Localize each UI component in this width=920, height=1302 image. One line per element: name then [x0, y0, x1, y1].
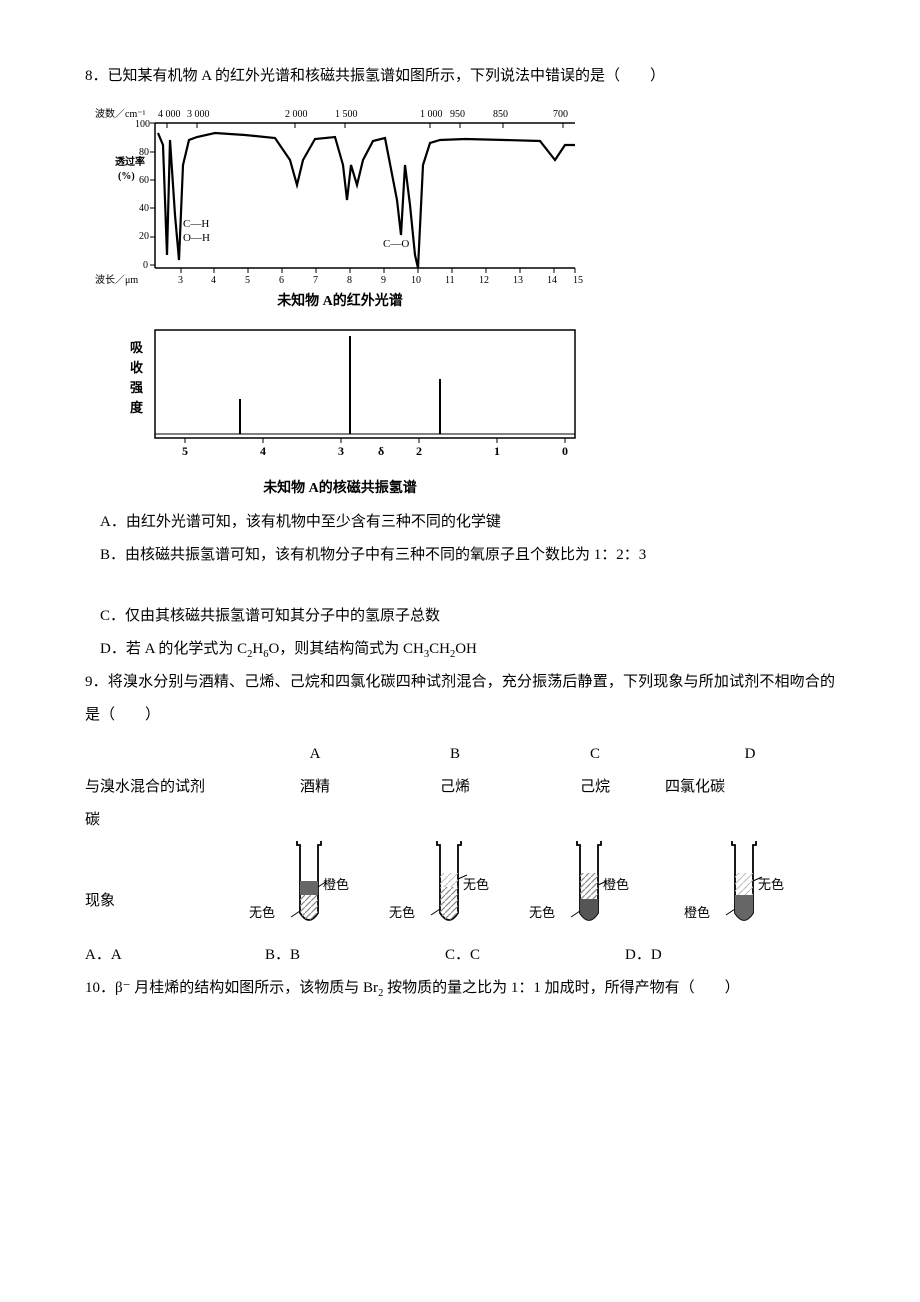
q8-option-b: B．由核磁共振氢谱可知，该有机物分子中有三种不同的氧原子且个数比为 1：2：3 — [100, 539, 835, 572]
tube-a-left-label: 无色 — [249, 899, 275, 928]
ir-bot-tick: 13 — [513, 275, 523, 286]
q10-prompt: 10．β⁻ 月桂烯的结构如图所示，该物质与 Br2 按物质的量之比为 1：1 加… — [85, 972, 835, 1005]
q10-post: 按物质的量之比为 1：1 加成时，所得产物有（ ） — [383, 980, 739, 996]
ir-bot-tick: 12 — [479, 275, 489, 286]
q8-option-d: D．若 A 的化学式为 C2H6O，则其结构简式为 CH3CH2OH — [100, 633, 835, 666]
nmr-x-label: δ — [378, 444, 384, 457]
ir-bot-tick: 9 — [381, 275, 386, 286]
nmr-y0: 吸 — [130, 340, 144, 355]
test-tube-b: 无色 无色 — [395, 841, 515, 931]
q8-figures: 波数／cm⁻¹ 4 000 3 000 2 000 1 500 1 000 95… — [85, 105, 835, 498]
q9-reagent-a: 酒精 — [245, 771, 385, 804]
q9-reagent-row: 与溴水混合的试剂酒精己烯己烷四氯化碳 — [85, 771, 835, 804]
q8d-mid: O，则其结构简式为 CH — [268, 641, 423, 657]
tube-b-right-label: 无色 — [463, 871, 489, 900]
ir-bond-oh: O—H — [183, 232, 210, 244]
ir-bottom-axis-label: 波长／μm — [95, 273, 138, 286]
ir-top-tick: 4 000 — [158, 109, 181, 120]
tube-b-left-label: 无色 — [389, 899, 415, 928]
q10-pre: 10．β⁻ 月桂烯的结构如图所示，该物质与 Br — [85, 980, 378, 996]
test-tube-d: 无色 橙色 — [690, 841, 810, 931]
q9-header-a: A — [245, 738, 385, 771]
tube-d-left-label: 橙色 — [684, 899, 710, 928]
test-tube-a: 橙色 无色 — [255, 841, 375, 931]
ir-top-tick: 1 500 — [335, 109, 358, 120]
nmr-x-tick: 5 — [182, 444, 188, 457]
q9-option-d: D．D — [625, 939, 805, 972]
nmr-y1: 收 — [130, 360, 144, 375]
q8-option-c: C．仅由其核磁共振氢谱可知其分子中的氢原子总数 — [100, 600, 835, 633]
ir-bot-tick: 14 — [547, 275, 557, 286]
q9-header-row: A B C D — [85, 738, 835, 771]
ir-bond-co: C—O — [383, 238, 409, 250]
ir-bot-tick: 4 — [211, 275, 216, 286]
q9-phenomena-row: 现象 橙色 无色 — [85, 841, 835, 931]
q9-prompt: 9．将溴水分别与酒精、己烯、己烷和四氯化碳四种试剂混合，充分振荡后静置，下列现象… — [85, 666, 835, 732]
tube-a-right-label: 橙色 — [323, 871, 349, 900]
q9-phenom-label: 现象 — [85, 855, 245, 918]
ir-bot-tick: 6 — [279, 275, 284, 286]
ir-bot-tick: 10 — [411, 275, 421, 286]
nmr-y3: 度 — [130, 400, 144, 415]
q9-reagent-wrap: 碳 — [85, 804, 835, 837]
nmr-x-tick: 0 — [562, 444, 568, 457]
ir-y-tick: 100 — [135, 119, 150, 130]
nmr-caption: 未知物 A的核磁共振氢谱 — [85, 479, 595, 499]
ir-bot-tick: 15 — [573, 275, 583, 286]
ir-bot-tick: 8 — [347, 275, 352, 286]
q9-header-d: D — [665, 738, 835, 771]
q8d-tail: OH — [455, 641, 477, 657]
ir-bot-tick: 7 — [313, 275, 318, 286]
ir-top-tick: 850 — [493, 109, 508, 120]
tube-c-left-label: 无色 — [529, 899, 555, 928]
ir-y-tick: 0 — [143, 260, 148, 271]
ir-y-label: 透过率 — [115, 155, 145, 168]
ir-y-tick: 60 — [139, 175, 149, 186]
q9-header-c: C — [525, 738, 665, 771]
q9-reagent-b: 己烯 — [385, 771, 525, 804]
q9-reagent-c: 己烷 — [525, 771, 665, 804]
nmr-x-tick: 3 — [338, 444, 344, 457]
q9-reagent-d: 四氯化碳 — [665, 779, 725, 795]
nmr-y2: 强 — [130, 380, 143, 395]
ir-y-tick: 40 — [139, 203, 149, 214]
ir-curve — [158, 133, 575, 268]
ir-top-tick: 2 000 — [285, 109, 308, 120]
q8-option-a: A．由红外光谱可知，该有机物中至少含有三种不同的化学键 — [100, 506, 835, 539]
ir-bot-tick: 3 — [178, 275, 183, 286]
ir-top-tick: 1 000 — [420, 109, 443, 120]
nmr-x-tick: 4 — [260, 444, 266, 457]
nmr-frame — [155, 330, 575, 438]
nmr-x-tick: 2 — [416, 444, 422, 457]
nmr-x-tick: 1 — [494, 444, 500, 457]
tube-c-right-label: 橙色 — [603, 871, 629, 900]
q9-options-row: A．A B．B C．C D．D — [85, 939, 835, 972]
q9-option-c: C．C — [445, 939, 625, 972]
ir-top-tick: 950 — [450, 109, 465, 120]
test-tube-c: 橙色 无色 — [535, 841, 655, 931]
ir-spectrum-chart: 波数／cm⁻¹ 4 000 3 000 2 000 1 500 1 000 95… — [85, 105, 595, 290]
ir-bond-ch: C—H — [183, 218, 209, 230]
tube-d-right-label: 无色 — [758, 871, 784, 900]
nmr-spectrum-chart: 吸 收 强 度 5 4 3 δ 2 1 0 — [85, 322, 595, 477]
ir-top-tick: 3 000 — [187, 109, 210, 120]
ir-y-label-pct: (%) — [118, 171, 135, 182]
ir-y-tick: 20 — [139, 231, 149, 242]
q9-reagent-label: 与溴水混合的试剂 — [85, 771, 245, 804]
ir-bot-tick: 5 — [245, 275, 250, 286]
q8d-pre: D．若 A 的化学式为 C — [100, 641, 247, 657]
q9-option-a: A．A — [85, 939, 265, 972]
ir-top-tick: 700 — [553, 109, 568, 120]
q8-prompt: 8．已知某有机物 A 的红外光谱和核磁共振氢谱如图所示，下列说法中错误的是（ ） — [85, 60, 835, 93]
q9-header-b: B — [385, 738, 525, 771]
ir-bot-tick: 11 — [445, 275, 455, 286]
q9-option-b: B．B — [265, 939, 445, 972]
ir-caption: 未知物 A的红外光谱 — [85, 292, 595, 312]
